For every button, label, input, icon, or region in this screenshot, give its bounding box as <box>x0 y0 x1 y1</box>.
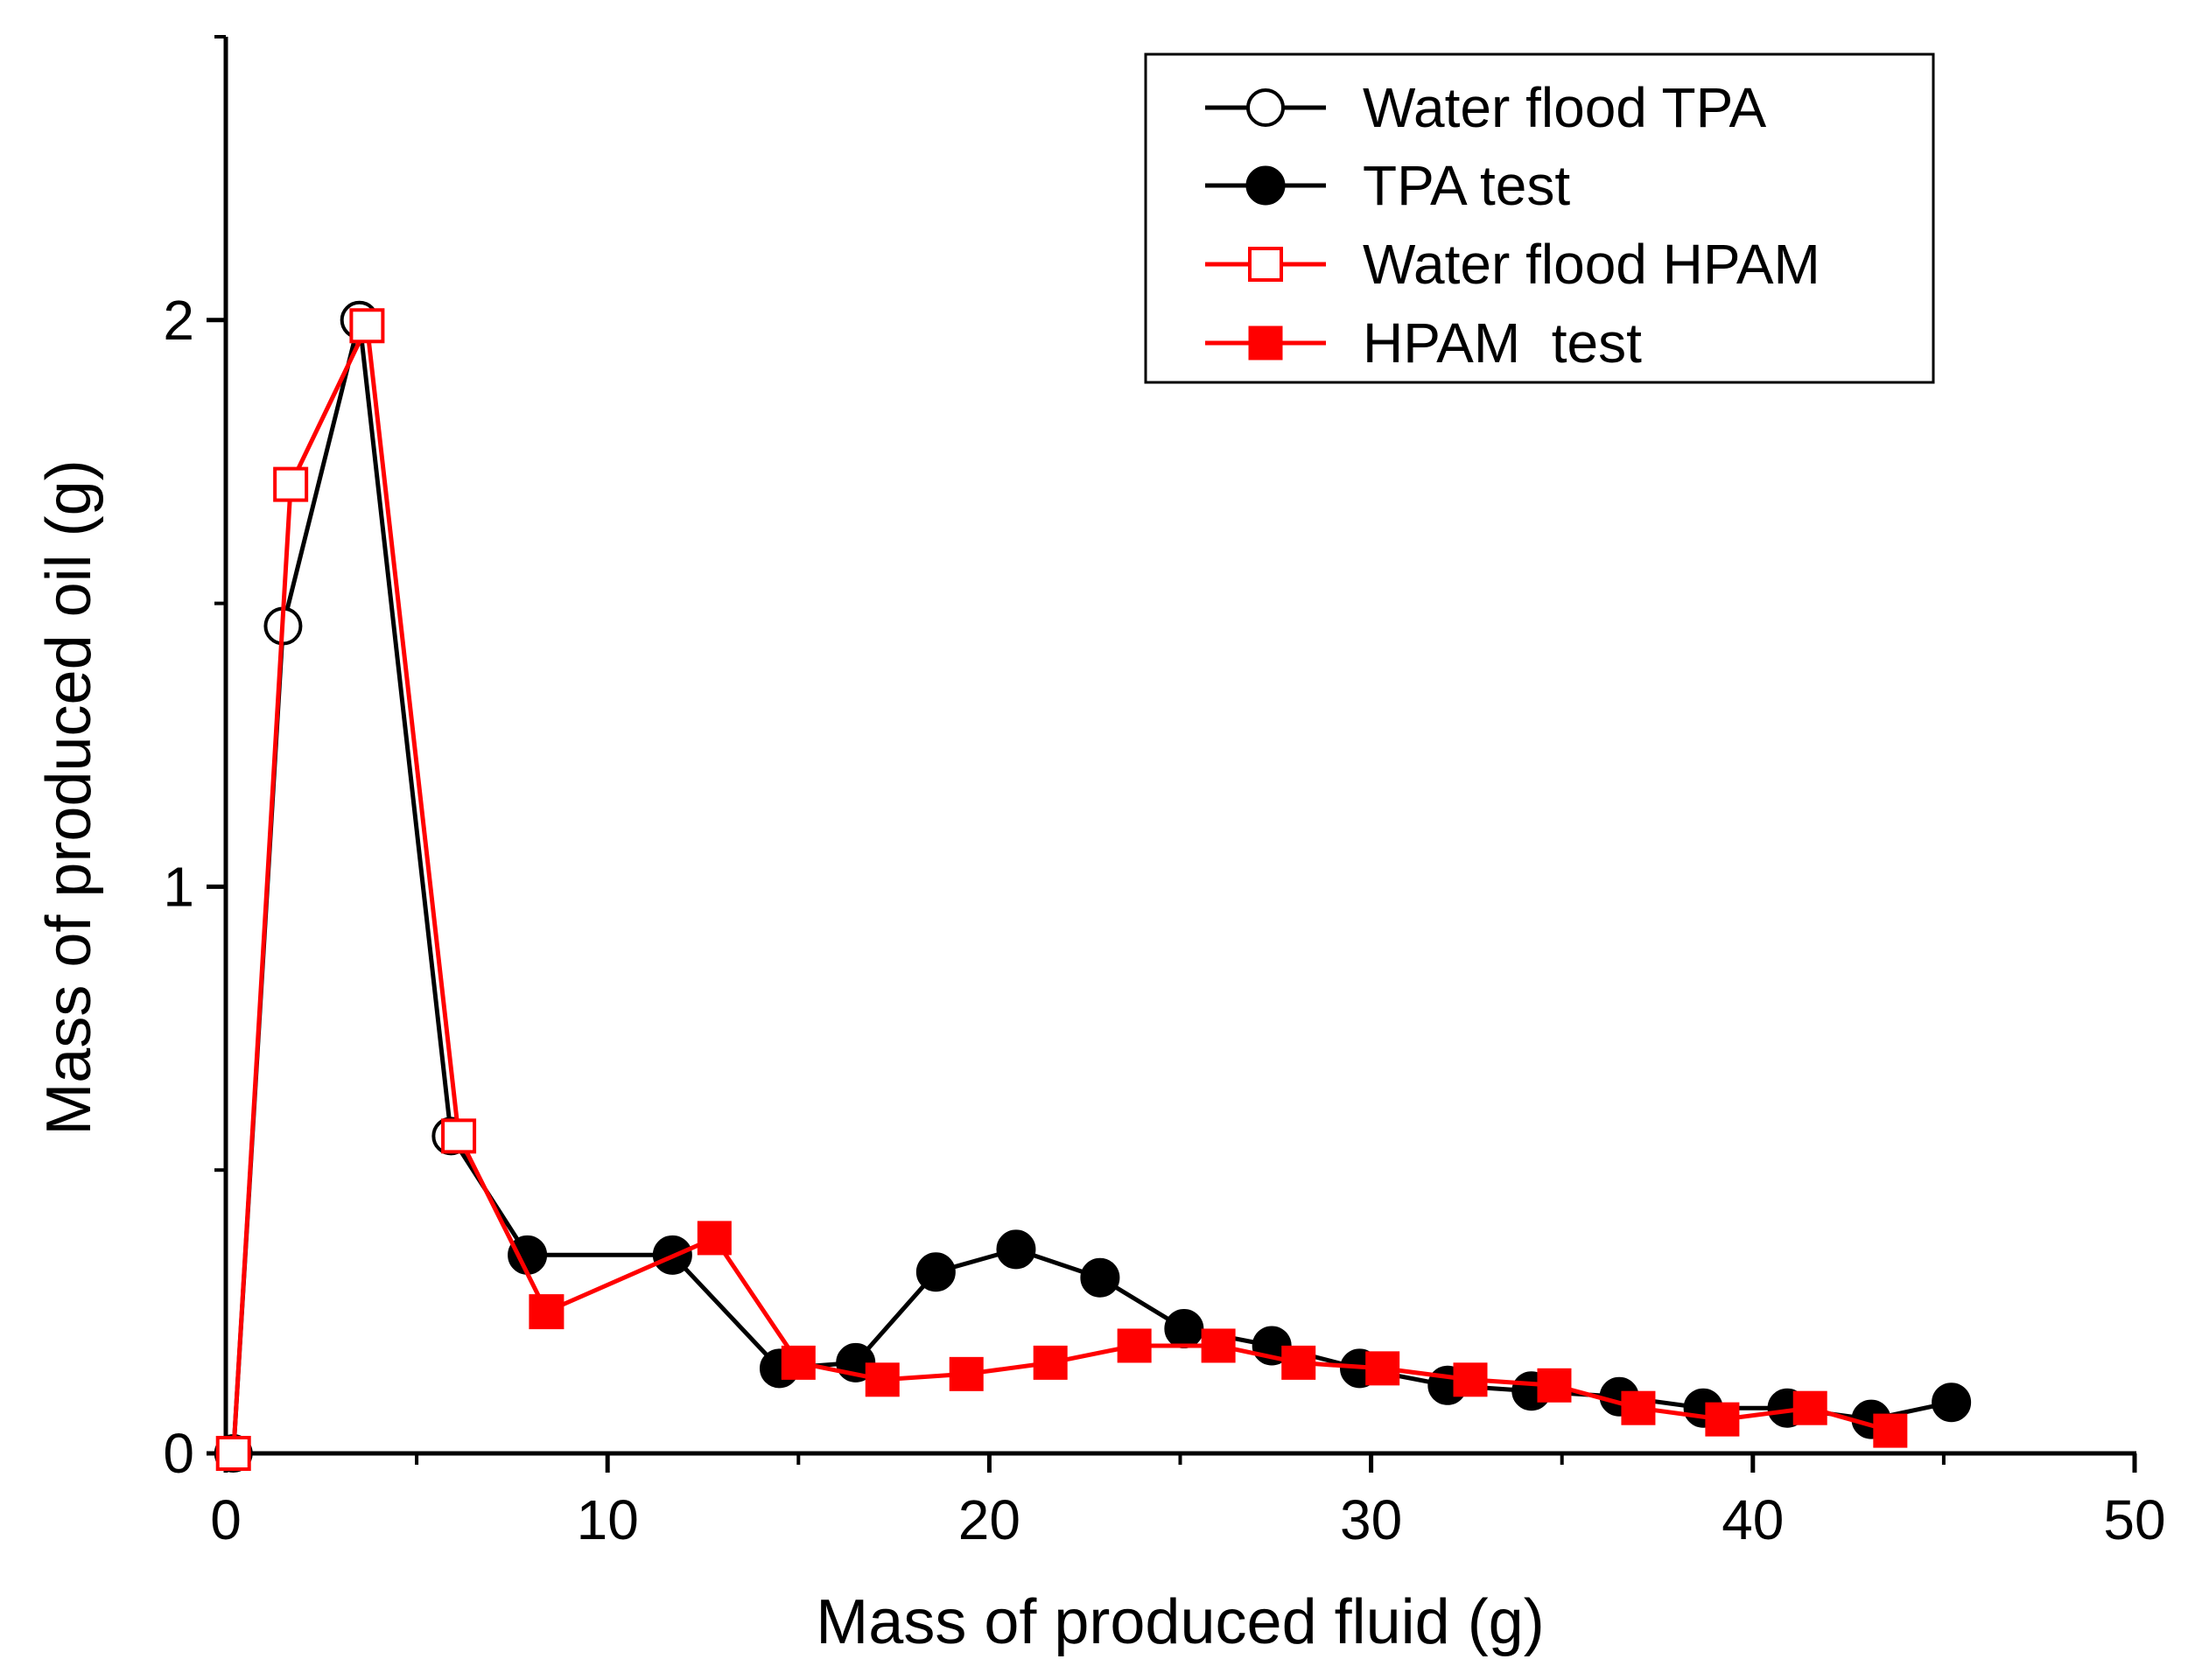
data-point <box>529 1294 564 1329</box>
y-tick-label: 0 <box>163 1422 194 1485</box>
data-point <box>865 1362 900 1397</box>
x-tick-label: 20 <box>958 1488 1020 1551</box>
legend-marker <box>1245 165 1286 206</box>
data-point <box>915 1252 956 1292</box>
data-point <box>1873 1413 1908 1448</box>
data-point <box>1621 1390 1656 1425</box>
data-point <box>1201 1328 1236 1363</box>
series-line <box>545 1236 1891 1433</box>
x-tick-label: 50 <box>2103 1488 2165 1551</box>
legend: Water flood TPA TPA test Water flood HPAM H… <box>1144 52 1935 384</box>
y-tick-label: 2 <box>163 289 194 352</box>
legend-label: HPAM test <box>1363 312 1642 374</box>
data-point <box>1080 1257 1120 1298</box>
legend-marker <box>1246 88 1285 127</box>
data-point <box>781 1345 816 1380</box>
x-tick-label: 0 <box>210 1488 242 1551</box>
data-point <box>349 308 385 344</box>
data-point <box>441 1118 477 1154</box>
plot-area <box>214 300 1972 1473</box>
legend-label: TPA test <box>1363 154 1570 217</box>
data-point <box>1033 1345 1068 1380</box>
data-point <box>508 1235 548 1275</box>
data-point <box>1281 1345 1316 1380</box>
x-tick-label: 40 <box>1722 1488 1784 1551</box>
y-tick-label: 1 <box>163 855 194 918</box>
legend-label: Water flood HPAM <box>1363 233 1820 296</box>
data-point <box>1453 1362 1488 1397</box>
legend-entry: Water flood HPAM <box>1205 233 1820 296</box>
legend-entry: HPAM test <box>1205 312 1642 374</box>
data-point <box>215 1436 251 1471</box>
y-axis-title: Mass of produced oil (g) <box>34 459 104 1135</box>
data-point <box>1932 1382 1972 1423</box>
legend-entry: Water flood TPA <box>1205 76 1767 139</box>
data-point <box>1365 1351 1400 1386</box>
axes: 0 10 20 30 40 50 0 1 2 <box>163 35 2166 1551</box>
x-axis-title: Mass of produced fluid (g) <box>816 1587 1544 1657</box>
data-point <box>996 1229 1036 1270</box>
x-tick-label: 30 <box>1340 1488 1402 1551</box>
series-group <box>529 1221 1908 1448</box>
legend-marker <box>1248 247 1283 282</box>
data-point <box>697 1221 732 1256</box>
data-point <box>1537 1368 1572 1403</box>
data-point <box>949 1356 984 1391</box>
x-tick-label: 10 <box>577 1488 639 1551</box>
legend-entry: TPA test <box>1205 154 1570 217</box>
data-point <box>1117 1328 1152 1363</box>
data-point <box>1705 1402 1740 1437</box>
legend-marker <box>1248 326 1283 360</box>
data-point <box>1792 1390 1827 1425</box>
data-point <box>273 466 309 502</box>
legend-label: Water flood TPA <box>1363 76 1767 139</box>
data-point <box>1164 1309 1204 1349</box>
